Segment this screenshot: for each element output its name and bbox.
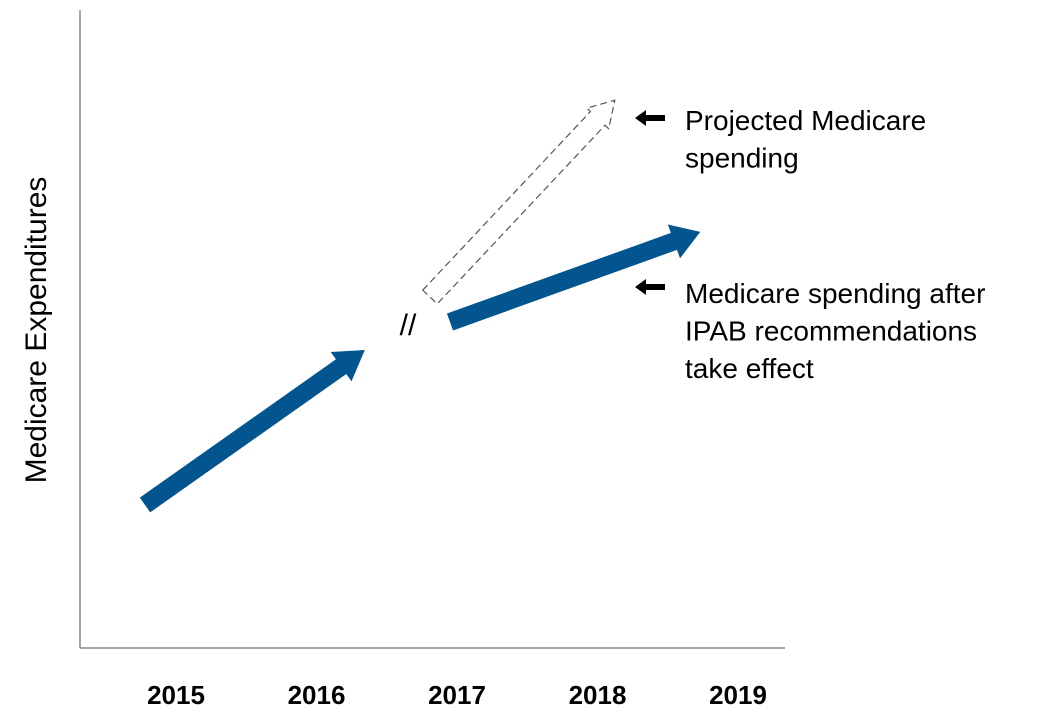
x-label: 2015: [147, 680, 205, 709]
x-label: 2018: [569, 680, 627, 709]
projected-arrow: [421, 99, 616, 305]
annotations: Projected Medicare spending Medicare spend…: [685, 105, 985, 384]
x-label: 2019: [709, 680, 767, 709]
x-label: 2017: [428, 680, 486, 709]
annotation-line: take effect: [685, 353, 814, 384]
pointer-arrow: [635, 279, 665, 295]
break-mark: //: [400, 309, 417, 342]
pointer-arrow: [635, 110, 665, 126]
x-labels: 2015 2016 2017 2018 2019: [147, 680, 767, 709]
annotation-line: Projected Medicare: [685, 105, 926, 136]
spending-arrow: [139, 349, 365, 513]
axis-label: Medicare Expenditures: [20, 177, 53, 484]
ipab-arrow: [446, 224, 701, 331]
annotation-line: Medicare spending after: [685, 278, 985, 309]
annotation-line: spending: [685, 143, 799, 174]
annotation-line: IPAB recommendations: [685, 316, 977, 347]
x-label: 2016: [288, 680, 346, 709]
